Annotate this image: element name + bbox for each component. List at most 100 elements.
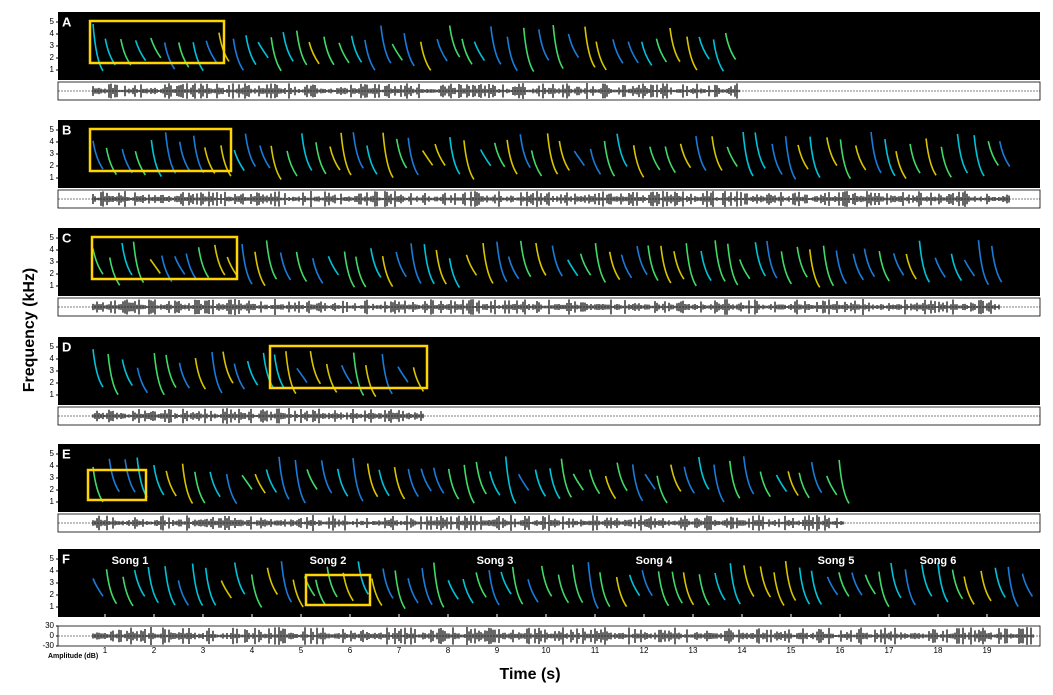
call-stroke xyxy=(620,254,633,279)
x-axis-title: Time (s) xyxy=(499,666,560,683)
call-stroke xyxy=(108,257,121,286)
call-stroke xyxy=(925,138,937,176)
call-stroke xyxy=(546,133,559,175)
waveform xyxy=(92,191,1010,207)
call-stroke xyxy=(632,145,645,178)
call-stroke xyxy=(604,475,617,500)
call-stroke xyxy=(956,133,969,174)
call-stroke xyxy=(278,456,290,500)
call-stroke xyxy=(393,466,406,500)
song-label: Song 3 xyxy=(477,555,514,567)
call-stroke xyxy=(754,242,767,277)
call-stroke xyxy=(381,256,394,287)
call-stroke xyxy=(292,579,304,608)
call-stroke xyxy=(506,139,518,175)
call-stroke xyxy=(194,471,206,504)
call-stroke xyxy=(352,352,365,396)
call-stroke xyxy=(165,470,177,497)
call-stroke xyxy=(560,458,573,498)
x-tick-label: 14 xyxy=(738,646,747,655)
y-tick-label: 5 xyxy=(50,17,55,26)
call-stroke xyxy=(839,139,852,180)
call-stroke xyxy=(178,141,191,172)
call-stroke xyxy=(773,572,785,606)
call-stroke xyxy=(350,35,363,63)
call-stroke xyxy=(742,456,755,495)
call-stroke xyxy=(421,568,433,606)
amplitude-tick-label: 30 xyxy=(45,621,54,630)
call-stroke xyxy=(325,363,338,393)
spectrogram-calls xyxy=(92,560,1034,610)
call-stroke xyxy=(724,32,737,60)
call-stroke xyxy=(822,245,835,287)
call-stroke xyxy=(940,146,952,178)
call-stroke xyxy=(462,578,474,604)
call-stroke xyxy=(890,562,902,599)
call-stroke xyxy=(177,580,190,606)
call-stroke xyxy=(616,462,628,492)
call-stroke xyxy=(194,357,207,390)
call-stroke xyxy=(628,574,641,597)
call-stroke xyxy=(950,253,963,281)
highlight-box xyxy=(88,127,233,173)
call-stroke xyxy=(809,136,821,179)
call-stroke xyxy=(420,468,432,492)
call-stroke xyxy=(766,240,778,279)
call-stroke xyxy=(838,459,850,504)
call-stroke xyxy=(382,568,394,599)
call-stroke xyxy=(357,561,369,595)
call-stroke xyxy=(698,36,710,60)
call-stroke xyxy=(490,26,502,65)
call-stroke xyxy=(382,132,394,178)
call-stroke xyxy=(588,469,601,495)
song-label: Song 4 xyxy=(636,555,674,567)
y-tick-label: 2 xyxy=(50,378,55,387)
call-stroke xyxy=(244,133,257,167)
amplitude-label: Amplitude (dB) xyxy=(48,653,98,660)
call-stroke xyxy=(449,137,461,175)
spectrogram xyxy=(58,444,1040,512)
call-stroke xyxy=(878,571,890,608)
call-stroke xyxy=(825,475,838,496)
spectrogram xyxy=(58,228,1040,296)
call-stroke xyxy=(177,42,190,68)
call-stroke xyxy=(714,240,726,282)
song-label: Song 1 xyxy=(112,555,149,567)
spectrogram-calls xyxy=(92,349,425,398)
spectrogram-calls xyxy=(92,240,1003,289)
call-stroke xyxy=(448,258,461,289)
call-stroke xyxy=(92,578,104,597)
waveform xyxy=(92,299,1000,315)
call-stroke xyxy=(403,33,415,67)
call-stroke xyxy=(197,247,210,279)
call-stroke xyxy=(616,133,628,167)
y-tick-label: 2 xyxy=(50,269,55,278)
call-stroke xyxy=(105,147,118,176)
call-stroke xyxy=(178,362,191,389)
call-stroke xyxy=(107,353,119,396)
call-stroke xyxy=(759,566,772,598)
call-stroke xyxy=(507,256,520,280)
call-stroke xyxy=(220,580,232,599)
call-stroke xyxy=(826,576,839,596)
call-stroke xyxy=(584,26,596,68)
call-stroke xyxy=(1021,573,1034,597)
y-tick-label: 5 xyxy=(50,554,55,563)
call-stroke xyxy=(364,365,377,398)
call-stroke xyxy=(343,251,356,288)
call-stroke xyxy=(407,468,420,498)
call-stroke xyxy=(447,468,460,500)
call-stroke xyxy=(810,461,823,494)
call-stroke xyxy=(447,579,459,600)
call-stroke xyxy=(423,244,435,285)
call-stroke xyxy=(647,245,659,282)
call-stroke xyxy=(407,578,419,604)
call-stroke xyxy=(810,570,823,605)
highlight-box xyxy=(268,344,429,390)
call-stroke xyxy=(164,566,176,606)
y-tick-label: 2 xyxy=(50,53,55,62)
call-stroke xyxy=(315,142,327,175)
call-stroke xyxy=(306,469,318,490)
call-stroke xyxy=(921,564,933,597)
